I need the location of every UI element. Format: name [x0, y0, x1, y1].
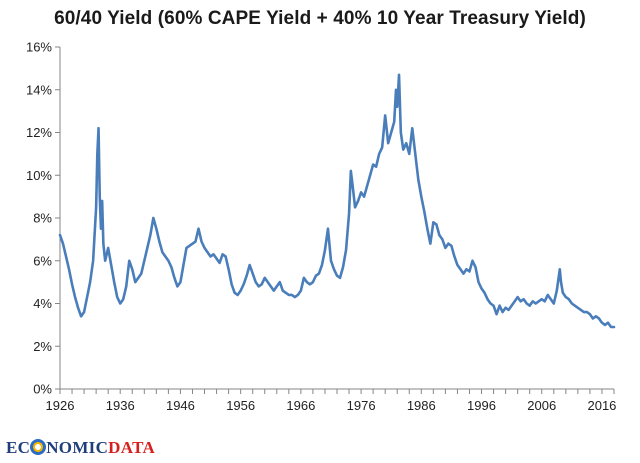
x-tick-label: 1966: [286, 398, 315, 413]
x-tick-label: 1926: [46, 398, 75, 413]
y-tick-label: 12%: [26, 125, 52, 140]
x-tick-label: 2016: [587, 398, 616, 413]
logo-o-icon: [30, 439, 47, 455]
y-axis: 0% 2% 4% 6% 8% 10% 12% 14% 16%: [26, 40, 61, 397]
y-tick-label: 2%: [33, 339, 52, 354]
y-tick-label: 0%: [33, 382, 52, 397]
x-tick-label: 2006: [527, 398, 556, 413]
series-line-60-40-yield: [58, 73, 616, 329]
chart-title: 60/40 Yield (60% CAPE Yield + 40% 10 Yea…: [54, 8, 586, 29]
y-tick-label: 14%: [26, 82, 52, 97]
series-group: [58, 73, 616, 329]
logo-text-ec: EC: [6, 438, 31, 457]
y-tick-label: 10%: [26, 168, 52, 183]
logo-text-nomic: NOMIC: [46, 438, 109, 457]
x-tick-label: 1936: [106, 398, 135, 413]
y-tick-label: 16%: [26, 40, 52, 55]
x-tick-label: 1986: [407, 398, 436, 413]
x-tick-label: 1956: [226, 398, 255, 413]
economicdata-logo: EC NOMICDATA: [6, 438, 155, 460]
y-tick-label: 4%: [33, 296, 52, 311]
logo-text-data: DATA: [108, 438, 156, 457]
y-tick-label: 6%: [33, 253, 52, 268]
x-tick-label: 1946: [166, 398, 195, 413]
x-tick-label: 1996: [467, 398, 496, 413]
x-tick-label: 1976: [347, 398, 376, 413]
x-axis: 1926 1936 1946 1956 1966 1976 1986 1996 2006 2016: [46, 388, 616, 413]
y-tick-label: 8%: [33, 211, 52, 226]
